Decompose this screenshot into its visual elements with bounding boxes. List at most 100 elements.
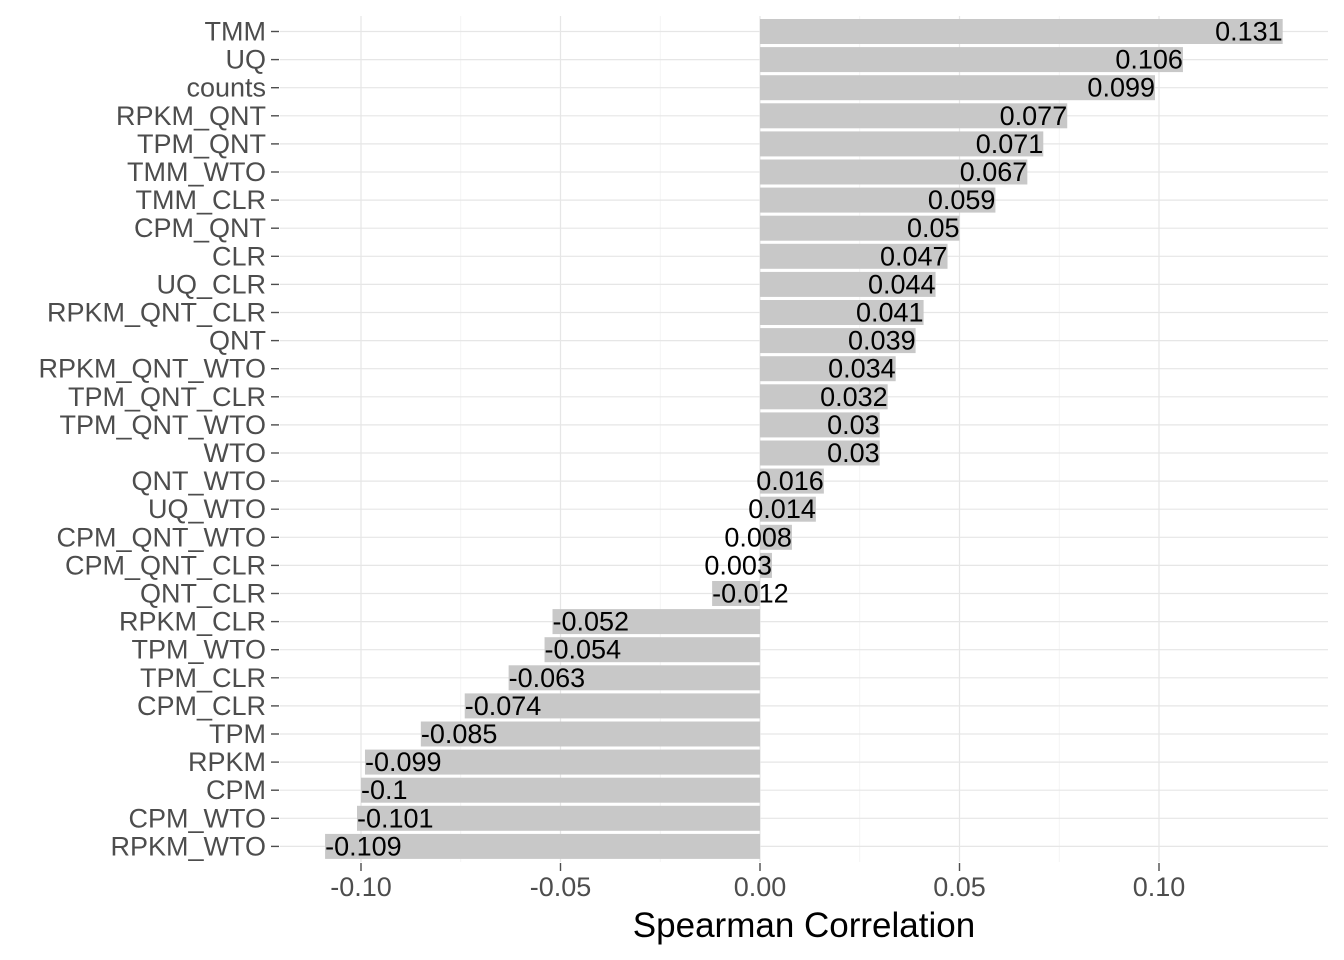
- bar-TPM: [420, 721, 760, 747]
- data-label: 0.03: [827, 410, 880, 440]
- data-label: 0.067: [960, 157, 1028, 187]
- bar-CPM_QNT_CLR: [760, 552, 772, 578]
- data-label: -0.109: [325, 831, 402, 861]
- data-label: 0.077: [1000, 101, 1068, 131]
- data-label: 0.047: [880, 241, 948, 271]
- value-axis: -0.10 -0.05 0.00 0.05 0.10: [330, 863, 1185, 902]
- data-label: 0.041: [856, 298, 924, 328]
- category-label: TPM: [209, 719, 266, 749]
- bar-RPKM_QNT_CLR: [760, 300, 924, 325]
- data-label: 0.039: [848, 326, 916, 356]
- category-label: RPKM: [188, 747, 266, 777]
- category-label: RPKM_QNT_CLR: [47, 298, 266, 328]
- data-label: 0.106: [1115, 45, 1183, 75]
- data-label: -0.085: [421, 719, 498, 749]
- category-label: QNT: [209, 326, 266, 356]
- category-label: RPKM_WTO: [110, 831, 266, 861]
- data-label: -0.063: [509, 663, 586, 693]
- data-label: -0.052: [553, 607, 630, 637]
- category-label: UQ_WTO: [148, 494, 266, 524]
- x-tick-label: -0.10: [330, 872, 392, 902]
- bar-CPM_QNT_WTO: [760, 524, 792, 550]
- category-label: QNT_WTO: [132, 466, 267, 496]
- bar-TPM_WTO: [544, 637, 760, 663]
- category-label: TPM_QNT: [137, 129, 266, 159]
- bar-RPKM_QNT: [760, 103, 1068, 129]
- category-label: TPM_QNT_CLR: [68, 382, 266, 412]
- data-label: 0.05: [907, 213, 960, 243]
- bar-RPKM: [364, 749, 760, 775]
- category-label: TMM_CLR: [135, 185, 266, 215]
- bar-CPM_QNT: [760, 215, 960, 241]
- bar-QNT_WTO: [760, 468, 824, 494]
- bar-TPM_QNT: [760, 131, 1044, 157]
- category-label: UQ_CLR: [156, 269, 266, 299]
- data-label: 0.008: [724, 522, 792, 552]
- data-label: 0.044: [868, 269, 936, 299]
- category-label: CPM_QNT: [134, 213, 266, 243]
- bar-QNT: [760, 328, 916, 354]
- category-label: TPM_QNT_WTO: [59, 410, 266, 440]
- category-label: CLR: [212, 241, 266, 271]
- category-label: CPM_QNT_CLR: [65, 550, 266, 580]
- category-label: RPKM_QNT_WTO: [38, 354, 266, 384]
- bar-TMM_WTO: [760, 159, 1028, 185]
- data-label: -0.099: [365, 747, 442, 777]
- bar-CPM_WTO: [357, 805, 760, 831]
- bar-TMM: [760, 19, 1283, 44]
- x-tick-label: 0.05: [933, 872, 986, 902]
- x-axis-title: Spearman Correlation: [633, 906, 975, 945]
- data-label: 0.099: [1087, 73, 1155, 103]
- bar-RPKM_WTO: [325, 833, 760, 859]
- category-label: CPM: [206, 775, 266, 805]
- bar-CPM_CLR: [464, 693, 760, 719]
- bar-TPM_QNT_WTO: [760, 412, 880, 438]
- bar-CLR: [760, 243, 948, 269]
- data-label: 0.131: [1215, 17, 1283, 47]
- data-label: 0.032: [820, 382, 888, 412]
- category-label: QNT_CLR: [140, 579, 266, 609]
- data-label: -0.101: [357, 803, 434, 833]
- bar-TMM_CLR: [760, 187, 996, 213]
- data-label: -0.1: [361, 775, 408, 805]
- data-label: 0.016: [756, 466, 824, 496]
- bar-QNT_CLR: [712, 581, 760, 606]
- bar-UQ_WTO: [760, 496, 816, 522]
- x-tick-label: 0.00: [734, 872, 787, 902]
- category-label: counts: [186, 73, 266, 103]
- bar-TPM_CLR: [508, 665, 760, 691]
- data-label: 0.003: [704, 550, 772, 580]
- category-label: TMM: [205, 17, 266, 47]
- bar-UQ_CLR: [760, 271, 936, 297]
- bar-TPM_QNT_CLR: [760, 384, 888, 410]
- category-label: RPKM_QNT: [116, 101, 266, 131]
- x-tick-label: -0.05: [530, 872, 592, 902]
- data-label: -0.054: [545, 635, 622, 665]
- data-label: 0.034: [828, 354, 896, 384]
- data-label: -0.012: [712, 579, 789, 609]
- category-label: TMM_WTO: [127, 157, 266, 187]
- data-labels: 0.1310.1060.0990.0770.0710.0670.0590.050…: [325, 17, 1283, 862]
- category-label: UQ: [226, 45, 267, 75]
- category-label: RPKM_CLR: [119, 607, 266, 637]
- data-label: 0.014: [748, 494, 816, 524]
- bar-RPKM_CLR: [552, 609, 760, 635]
- bar-UQ: [760, 47, 1183, 73]
- bar-WTO: [760, 440, 880, 466]
- category-axis: TMMUQcountsRPKM_QNTTPM_QNTTMM_WTOTMM_CLR…: [38, 17, 279, 861]
- data-label: 0.071: [976, 129, 1044, 159]
- category-label: CPM_WTO: [128, 803, 266, 833]
- bar-RPKM_QNT_WTO: [760, 356, 896, 382]
- data-label: -0.074: [465, 691, 542, 721]
- category-label: TPM_WTO: [132, 635, 267, 665]
- data-label: 0.059: [928, 185, 996, 215]
- x-tick-label: 0.10: [1133, 872, 1186, 902]
- category-label: WTO: [204, 438, 267, 468]
- data-label: 0.03: [827, 438, 880, 468]
- bars: [325, 19, 1283, 859]
- bar-counts: [760, 75, 1156, 101]
- category-label: TPM_CLR: [140, 663, 266, 693]
- category-label: CPM_QNT_WTO: [56, 522, 266, 552]
- bar-CPM: [361, 777, 760, 803]
- category-label: CPM_CLR: [137, 691, 266, 721]
